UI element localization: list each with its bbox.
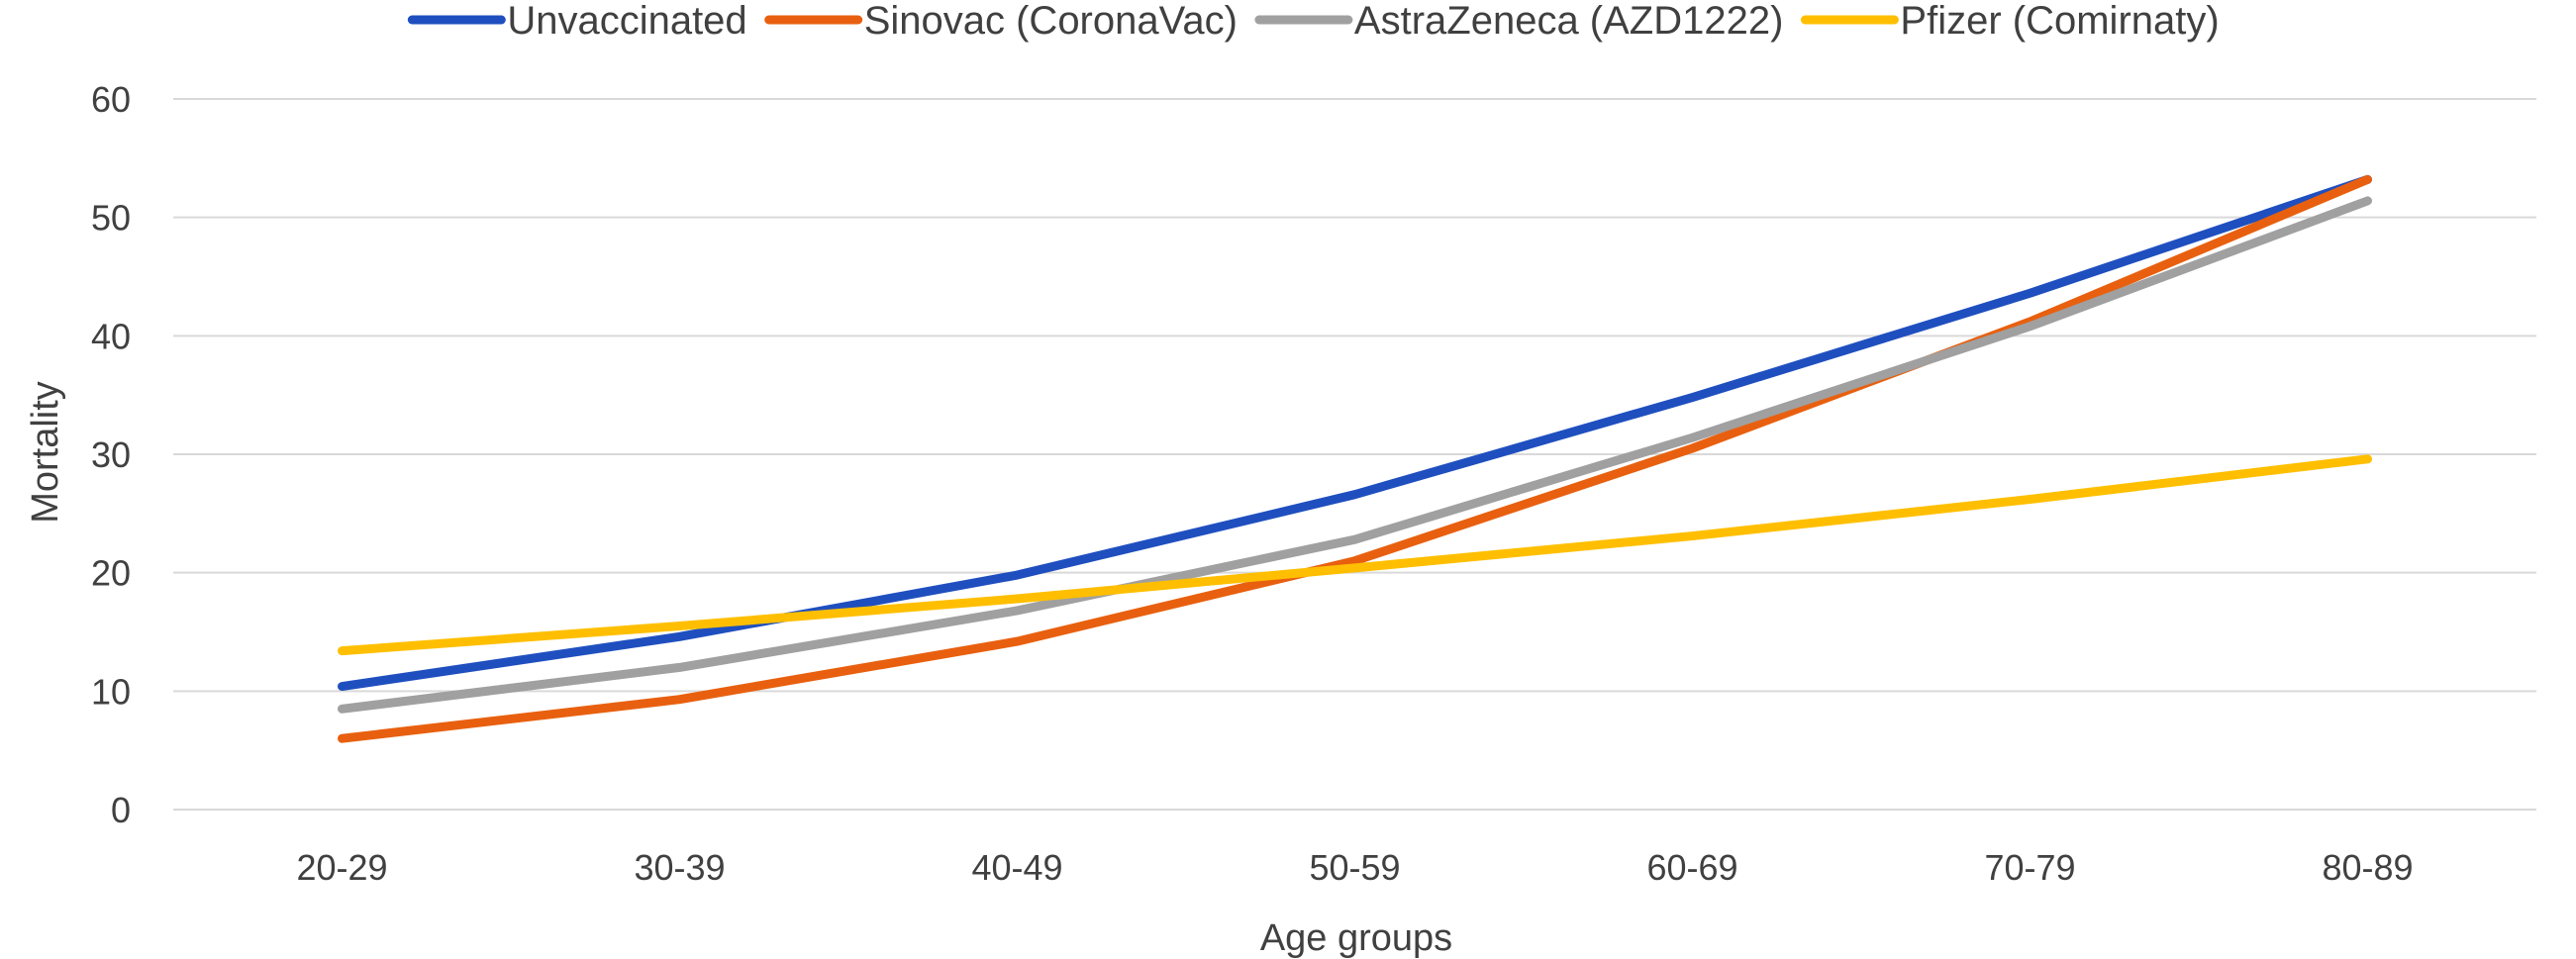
y-axis-title: Mortality [25, 381, 66, 524]
y-axis-ticks: 0 10 20 30 40 50 60 [91, 79, 131, 830]
x-axis-title: Age groups [1260, 917, 1452, 959]
legend: Unvaccinated Sinovac (CoronaVac) AstraZene… [407, 0, 2220, 43]
x-tick-label: 70-79 [1984, 847, 2075, 888]
y-tick-label: 50 [91, 198, 131, 239]
legend-label-pfizer-comirnaty: Pfizer (Comirnaty) [1900, 0, 2219, 43]
x-tick-label: 50-59 [1309, 847, 1400, 888]
y-tick-label: 0 [111, 790, 131, 830]
x-axis-ticks: 20-29 30-39 40-49 50-59 60-69 70-79 80-89 [296, 847, 2413, 888]
y-tick-label: 30 [91, 434, 131, 475]
series-line-astrazeneca-azd1222 [338, 196, 2372, 714]
legend-label-astrazeneca-azd1222: AstraZeneca (AZD1222) [1354, 0, 1784, 43]
y-tick-label: 10 [91, 671, 131, 712]
series-line-pfizer-comirnaty [338, 454, 2372, 656]
legend-label-unvaccinated: Unvaccinated [507, 0, 746, 43]
x-tick-label: 20-29 [296, 847, 387, 888]
y-tick-label: 40 [91, 316, 131, 356]
gridlines [173, 98, 2536, 811]
series-lines [338, 174, 2372, 743]
legend-label-sinovac-coronavac: Sinovac (CoronaVac) [864, 0, 1238, 43]
x-tick-label: 60-69 [1646, 847, 1737, 888]
series-line-unvaccinated [338, 174, 2372, 692]
y-tick-label: 20 [91, 553, 131, 594]
x-tick-label: 80-89 [2322, 847, 2413, 888]
x-tick-label: 40-49 [971, 847, 1062, 888]
series-line-sinovac-coronavac [338, 174, 2372, 743]
y-tick-label: 60 [91, 79, 131, 120]
x-tick-label: 30-39 [634, 847, 725, 888]
